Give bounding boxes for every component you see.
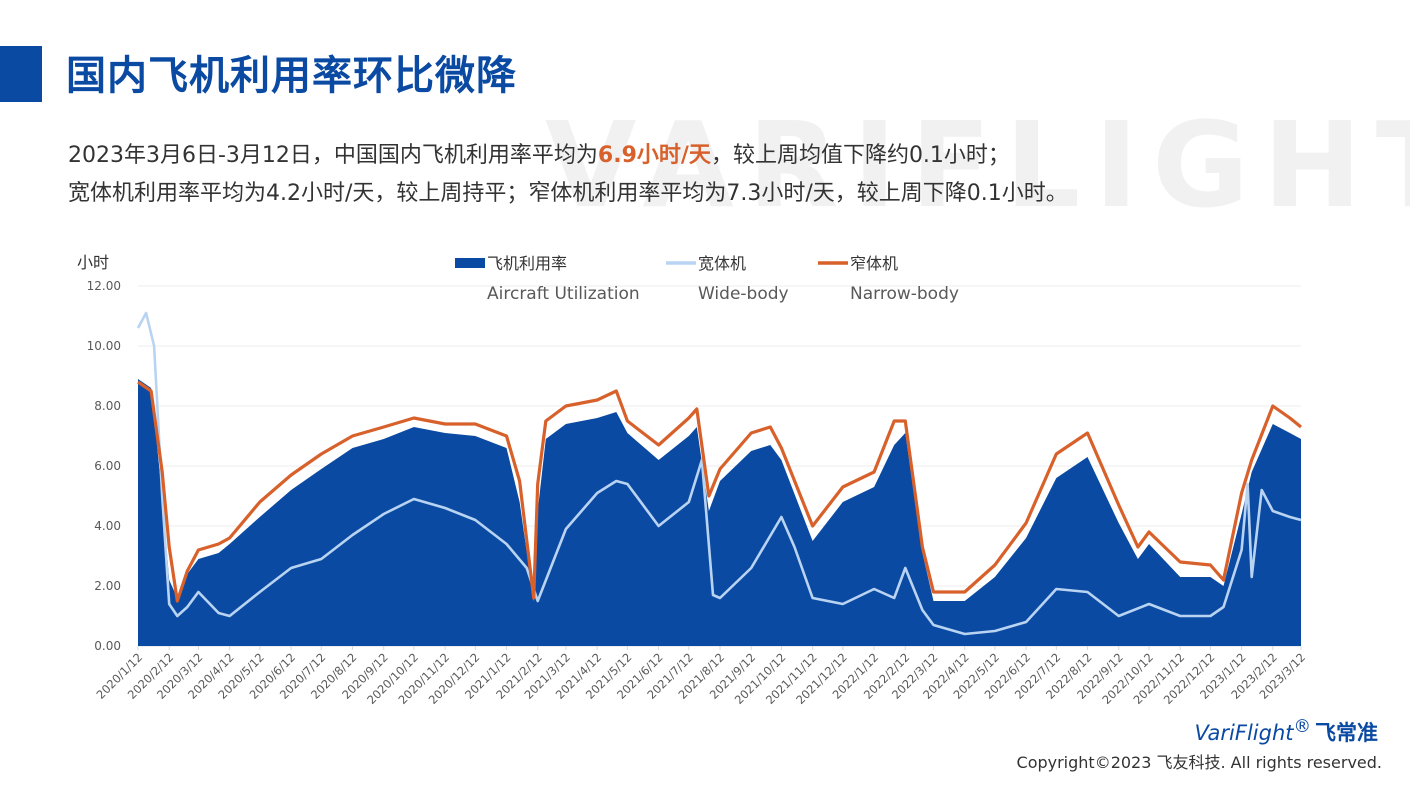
- copyright-text: Copyright©2023 飞友科技. All rights reserved…: [1016, 753, 1382, 772]
- legend-label-en: Narrow-body: [850, 284, 959, 304]
- registered-mark: ®: [1293, 717, 1312, 737]
- legend-label-en: Wide-body: [698, 284, 789, 304]
- summary-line-2: 宽体机利用率平均为4.2小时/天，较上周持平；窄体机利用率平均为7.3小时/天，…: [68, 181, 1068, 206]
- y-tick-label: 10.00: [87, 339, 121, 353]
- variflight-logo: VariFlight® 飞常准: [1195, 717, 1378, 747]
- series-line-wide-body: [136, 311, 1302, 636]
- y-tick-label: 2.00: [94, 579, 121, 593]
- legend-label: 宽体机: [698, 254, 746, 273]
- legend-label: 飞机利用率: [487, 254, 567, 273]
- summary-text: 2023年3月6日-3月12日，中国国内飞机利用率平均为6.9小时/天，较上周均…: [68, 137, 1388, 213]
- brand-watermark: VARIFLIGHT: [545, 96, 1410, 234]
- y-tick-label: 6.00: [94, 459, 121, 473]
- series-area-aircraft-utilization: [138, 379, 1301, 646]
- series-line-narrow-body: [137, 380, 1303, 603]
- logo-text: VariFlight: [1194, 721, 1294, 745]
- y-tick-label: 0.00: [94, 639, 121, 653]
- y-tick-label: 8.00: [94, 399, 121, 413]
- y-tick-label: 12.00: [87, 279, 121, 293]
- summary-line-1: 2023年3月6日-3月12日，中国国内飞机利用率平均为6.9小时/天，较上周均…: [68, 137, 1388, 175]
- summary-line-1-end: ，较上周均值下降约0.1小时；: [710, 143, 1010, 168]
- y-tick-label: 4.00: [94, 519, 121, 533]
- title-accent-bar: [0, 46, 42, 102]
- summary-highlight-value: 6.9小时/天: [597, 143, 711, 168]
- y-axis-label: 小时: [77, 253, 109, 272]
- legend-label-en: Aircraft Utilization: [487, 284, 640, 304]
- summary-line-1-start: 2023年3月6日-3月12日，中国国内飞机利用率平均为: [68, 143, 598, 168]
- page-title: 国内飞机利用率环比微降: [66, 53, 517, 99]
- legend-label: 窄体机: [850, 254, 898, 273]
- legend-swatch-aircraft-utilization: [455, 258, 485, 268]
- logo-cn: 飞常准: [1315, 721, 1378, 745]
